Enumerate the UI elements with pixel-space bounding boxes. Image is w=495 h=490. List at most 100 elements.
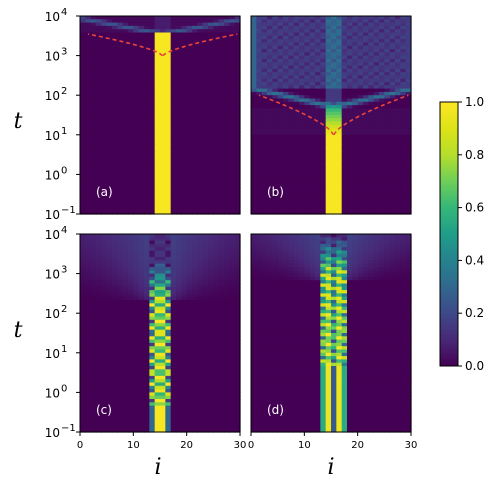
- heatmap-cell: [373, 19, 380, 24]
- heatmap-cell: [144, 300, 150, 304]
- heatmap-cell: [80, 75, 86, 80]
- heatmap-cell: [373, 45, 380, 50]
- heatmap-cell: [299, 88, 305, 93]
- heatmap-cell: [117, 356, 124, 360]
- heatmap-cell: [384, 161, 391, 166]
- heatmap-cell: [267, 52, 273, 57]
- heatmap-cell: [379, 154, 385, 159]
- heatmap-cell: [160, 309, 166, 314]
- heatmap-cell: [149, 234, 156, 238]
- heatmap-cell: [117, 369, 124, 374]
- heatmap-cell: [304, 88, 311, 93]
- heatmap-cell: [251, 58, 257, 63]
- heatmap-cell: [325, 111, 332, 116]
- heatmap-cell: [85, 333, 92, 337]
- heatmap-cell: [80, 319, 86, 324]
- heatmap-cell: [256, 181, 263, 185]
- heatmap-cell: [112, 260, 118, 265]
- heatmap-cell: [90, 55, 97, 60]
- heatmap-cell: [144, 200, 150, 205]
- heatmap-cell: [251, 98, 257, 103]
- heatmap-cell: [384, 177, 391, 182]
- heatmap-cell: [229, 197, 236, 202]
- heatmap-cell: [181, 280, 188, 285]
- heatmap-cell: [251, 197, 257, 202]
- heatmap-cell: [101, 174, 108, 179]
- heatmap-cell: [112, 151, 118, 156]
- heatmap-cell: [165, 187, 172, 192]
- heatmap-cell: [144, 78, 150, 83]
- heatmap-cell: [213, 263, 220, 268]
- heatmap-cell: [272, 68, 279, 73]
- heatmap-cell: [176, 194, 182, 199]
- heatmap-cell: [224, 309, 230, 314]
- heatmap-cell: [304, 62, 311, 67]
- heatmap-cell: [325, 16, 332, 20]
- heatmap-cell: [336, 88, 343, 93]
- heatmap-cell: [106, 164, 113, 169]
- heatmap-cell: [293, 75, 300, 80]
- heatmap-cell: [395, 82, 401, 86]
- heatmap-cell: [138, 98, 145, 103]
- heatmap-cell: [80, 95, 86, 100]
- heatmap-cell: [368, 111, 375, 116]
- heatmap-cell: [389, 16, 396, 20]
- heatmap-cell: [256, 187, 263, 192]
- heatmap-cell: [138, 263, 145, 268]
- heatmap-cell: [186, 326, 193, 331]
- heatmap-cell: [400, 194, 407, 199]
- heatmap-cell: [208, 78, 214, 83]
- heatmap-cell: [331, 95, 337, 100]
- heatmap-cell: [197, 154, 204, 159]
- heatmap-cell: [106, 148, 113, 152]
- heatmap-cell: [160, 300, 166, 304]
- heatmap-cell: [85, 19, 92, 24]
- heatmap-cell: [197, 243, 204, 248]
- heatmap-cell: [251, 105, 257, 109]
- heatmap-cell: [144, 105, 150, 109]
- heatmap-cell: [336, 194, 343, 199]
- heatmap-cell: [181, 210, 188, 215]
- heatmap-cell: [218, 19, 225, 24]
- heatmap-cell: [176, 82, 182, 86]
- heatmap-cell: [186, 115, 193, 119]
- heatmap-cell: [165, 243, 172, 248]
- heatmap-cell: [197, 276, 204, 281]
- heatmap-cell: [218, 263, 225, 268]
- heatmap-cell: [101, 200, 108, 205]
- heatmap-cell: [400, 115, 407, 119]
- heatmap-cell: [138, 88, 145, 93]
- heatmap-cell: [106, 316, 113, 321]
- heatmap-cell: [352, 62, 359, 67]
- heatmap-cell: [85, 95, 92, 100]
- heatmap-cell: [197, 283, 204, 288]
- heatmap-cell: [170, 260, 177, 265]
- heatmap-cell: [208, 303, 214, 308]
- heatmap-cell: [149, 283, 156, 288]
- heatmap-cell: [368, 35, 375, 40]
- heatmap-cell: [144, 240, 150, 245]
- heatmap-cell: [218, 243, 225, 248]
- heatmap-cell: [170, 329, 177, 334]
- heatmap-cell: [154, 105, 161, 109]
- heatmap-cell: [181, 306, 188, 311]
- heatmap-cell: [379, 171, 385, 175]
- heatmap-cell: [122, 323, 129, 327]
- heatmap-cell: [80, 326, 86, 331]
- heatmap-cell: [112, 253, 118, 258]
- heatmap-cell: [347, 184, 353, 189]
- heatmap-cell: [256, 148, 263, 152]
- heatmap-cell: [128, 329, 134, 334]
- heatmap-cell: [186, 151, 193, 156]
- heatmap-cell: [283, 75, 289, 80]
- heatmap-cell: [165, 237, 172, 242]
- heatmap-cell: [213, 204, 220, 208]
- heatmap-cell: [176, 296, 182, 301]
- heatmap-cell: [304, 151, 311, 156]
- heatmap-cell: [368, 161, 375, 166]
- heatmap-cell: [357, 62, 364, 67]
- heatmap-cell: [160, 75, 166, 80]
- heatmap-cell: [213, 240, 220, 245]
- heatmap-cell: [149, 309, 156, 314]
- heatmap-cell: [122, 362, 129, 367]
